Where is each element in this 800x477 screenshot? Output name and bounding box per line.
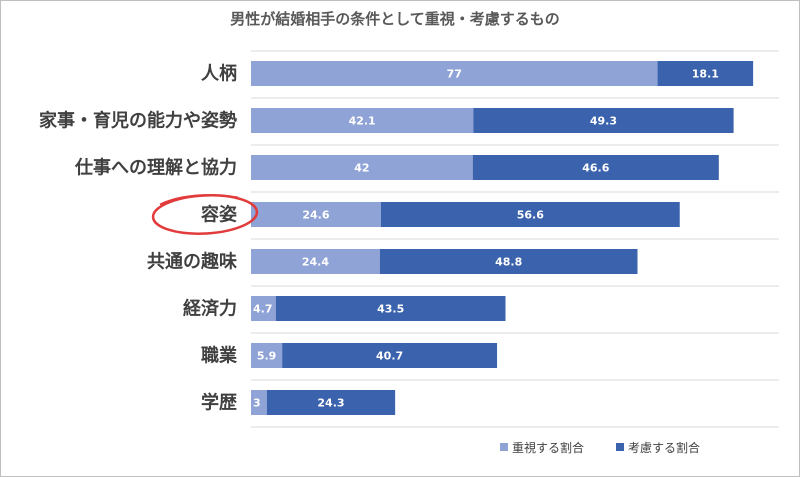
bars <box>251 61 754 415</box>
bar-consider <box>380 202 680 227</box>
data-label: 3 <box>253 397 261 410</box>
category-label: 学歴 <box>201 392 237 414</box>
bar-consider <box>657 61 754 86</box>
bar-consider <box>266 390 396 415</box>
data-label: 46.6 <box>582 162 609 175</box>
data-label: 24.6 <box>302 209 329 222</box>
bar-consider <box>473 108 734 133</box>
legend-label: 重視する割合 <box>512 440 584 455</box>
bar-emphasis <box>251 155 473 180</box>
data-label: 43.5 <box>377 303 404 316</box>
data-label: 24.4 <box>302 256 329 269</box>
data-label: 42 <box>354 162 369 175</box>
bar-consider <box>379 249 638 274</box>
bar-emphasis <box>251 343 283 368</box>
bar-emphasis <box>251 390 267 415</box>
category-label: 共通の趣味 <box>147 252 237 273</box>
data-label: 18.1 <box>692 68 719 81</box>
legend-label: 考慮する割合 <box>628 440 700 455</box>
category-label: 仕事への理解と協力 <box>74 157 237 179</box>
bar-consider <box>472 155 719 180</box>
bar-emphasis <box>251 296 276 321</box>
data-label: 5.9 <box>257 350 277 363</box>
category-label: 経済力 <box>183 298 237 320</box>
bar-emphasis <box>251 249 380 274</box>
bar-emphasis <box>251 61 658 86</box>
data-label: 42.1 <box>349 115 376 128</box>
bar-consider <box>282 343 498 368</box>
data-label: 49.3 <box>590 115 617 128</box>
data-label: 4.7 <box>253 303 273 316</box>
annotation-stroke <box>159 194 239 206</box>
chart-title: 男性が結婚相手の条件として重視・考慮するもの <box>230 10 560 28</box>
bar-consider <box>275 296 506 321</box>
grid-lines <box>251 50 779 428</box>
bar-emphasis <box>251 202 381 227</box>
legend: 重視する割合 考慮する割合 <box>500 440 700 455</box>
category-label: 人柄 <box>201 64 237 85</box>
annotation-circle <box>151 194 259 235</box>
data-label: 77 <box>447 68 462 81</box>
category-label: 家事・育児の能力や姿勢 <box>39 110 237 132</box>
data-label: 56.6 <box>517 209 544 222</box>
legend-swatch <box>616 443 624 451</box>
data-label: 24.3 <box>317 397 344 410</box>
category-label: 職業 <box>201 345 238 367</box>
data-label: 40.7 <box>376 350 403 363</box>
category-label: 容姿 <box>201 204 237 226</box>
bar-emphasis <box>251 108 474 133</box>
data-label: 48.8 <box>495 256 522 269</box>
legend-swatch <box>500 443 508 451</box>
data-labels: 77 18.1 42.1 49.3 42 46.6 24.6 56.6 24.4 48.8 4.7 4… <box>253 68 719 410</box>
